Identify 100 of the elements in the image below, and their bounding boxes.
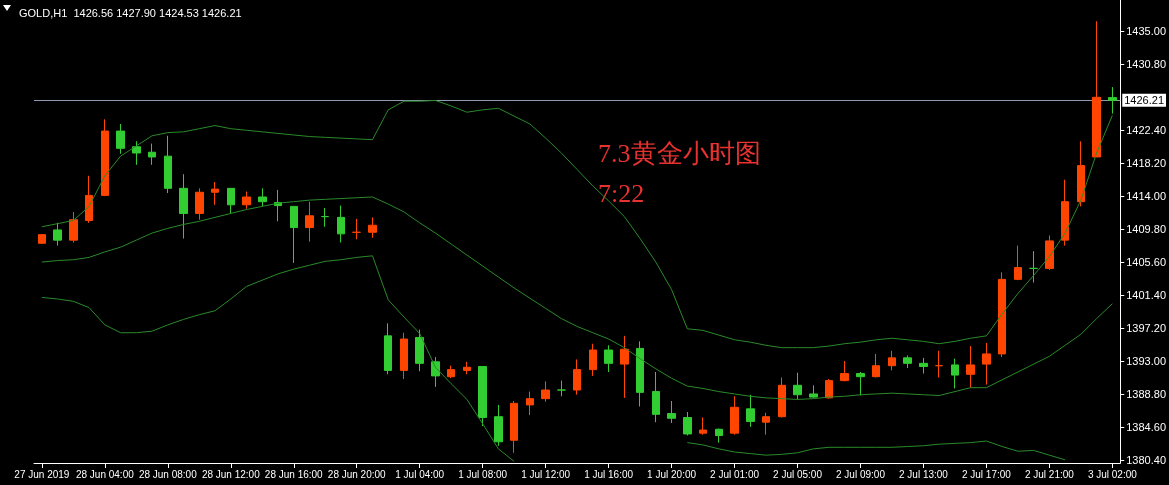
candlestick <box>478 365 487 427</box>
candlestick <box>290 205 298 264</box>
x-tick-label: 28 Jun 12:00 <box>201 468 261 480</box>
x-tick-label: 1 Jul 08:00 <box>458 468 508 480</box>
candlestick <box>352 218 361 240</box>
y-tick-label: 1430.80 <box>1126 58 1166 71</box>
candlestick <box>400 332 408 380</box>
candlestick <box>164 135 172 194</box>
x-tick-label: 2 Jul 05:00 <box>773 468 823 480</box>
candlestick <box>132 140 141 166</box>
candlestick <box>494 404 503 447</box>
x-tick-label: 28 Jun 04:00 <box>75 468 135 480</box>
x-tick-label: 2 Jul 17:00 <box>961 468 1012 480</box>
candlestick <box>195 187 204 221</box>
candlestick <box>888 350 896 371</box>
candlestick <box>1092 20 1101 158</box>
x-tick-label: 1 Jul 12:00 <box>521 468 571 480</box>
y-tick-label: 1418.20 <box>1126 157 1166 170</box>
line-series <box>41 99 1113 349</box>
x-tick-label: 2 Jul 09:00 <box>836 468 886 480</box>
x-tick-label: 27 Jun 2019 <box>14 468 70 480</box>
candlestick <box>573 358 581 396</box>
candlestick <box>636 340 644 407</box>
candlestick <box>604 344 613 373</box>
candlestick <box>227 187 235 214</box>
x-tick-label: 1 Jul 20:00 <box>647 468 697 480</box>
candlestick <box>1108 86 1117 115</box>
x-tick-label: 2 Jul 01:00 <box>710 468 760 480</box>
y-tick-label: 1409.80 <box>1126 223 1166 236</box>
candlestick <box>116 123 125 155</box>
candlestick <box>38 234 46 244</box>
candlestick <box>825 378 833 400</box>
y-tick-label: 1405.60 <box>1126 256 1166 269</box>
annotation: 7:22 <box>598 178 645 208</box>
x-tick-label: 1 Jul 16:00 <box>584 468 634 480</box>
y-tick-label: 1435.00 <box>1126 25 1166 38</box>
text: GOLD,H1 1426.56 1427.90 1424.53 1426.21 <box>19 6 242 19</box>
annotation: 7.3黄金小时图 <box>598 138 761 168</box>
x-tick-label: 1 Jul 04:00 <box>395 468 445 480</box>
y-tick-label: 1380.40 <box>1126 453 1166 466</box>
candlestick <box>793 372 802 400</box>
candlestick <box>730 395 739 436</box>
candlestick <box>998 271 1006 358</box>
x-tick-label: 3 Jul 02:00 <box>1087 468 1138 480</box>
candlestick <box>526 391 534 416</box>
candlestick <box>242 190 251 210</box>
x-tick-label: 2 Jul 13:00 <box>898 468 949 480</box>
candlestick <box>982 342 991 386</box>
candlestick <box>778 376 786 418</box>
y-tick-label: 1414.00 <box>1126 190 1166 203</box>
candlestick <box>589 343 597 377</box>
x-tick-label: 28 Jun 20:00 <box>327 468 387 480</box>
candlestick <box>258 187 267 207</box>
candlestick <box>211 181 219 206</box>
candlestick <box>966 345 975 389</box>
candlestick <box>935 350 943 378</box>
candlestick <box>746 394 755 428</box>
candlestick <box>1029 250 1038 284</box>
y-tick-label: 1388.80 <box>1126 387 1166 400</box>
candlestick <box>510 400 518 454</box>
x-tick-label: 28 Jun 08:00 <box>138 468 198 480</box>
candlestick <box>321 207 329 228</box>
candlestick <box>903 354 912 369</box>
candlestick <box>919 357 928 375</box>
candlestick <box>872 353 880 378</box>
y-tick-label: 1401.40 <box>1126 289 1166 302</box>
candlestick <box>1061 179 1069 247</box>
candlestick <box>384 322 392 375</box>
candlestick <box>951 358 959 389</box>
candlestick <box>415 329 424 372</box>
candlestick <box>337 205 345 243</box>
y-tick-label: 1393.00 <box>1126 354 1166 367</box>
candlestick <box>447 365 455 379</box>
candlestick <box>762 412 770 436</box>
candlestick <box>1077 140 1085 207</box>
candlestick <box>463 361 471 375</box>
candlestick <box>620 335 629 399</box>
candlestick <box>1045 234 1054 271</box>
candlestick <box>368 216 377 239</box>
ref-line-label: 1426.21 <box>1124 94 1164 107</box>
candlestick <box>53 222 62 247</box>
candlestick <box>652 371 660 423</box>
candlestick <box>148 143 156 166</box>
candlestick <box>715 427 723 444</box>
candlestick <box>179 173 188 240</box>
x-tick-label: 2 Jul 21:00 <box>1024 468 1075 480</box>
candlestick <box>69 211 78 243</box>
candlestick <box>667 400 676 424</box>
candlestick <box>305 201 314 243</box>
candlestick <box>809 384 818 399</box>
y-tick-label: 1384.60 <box>1126 420 1166 433</box>
candlestick <box>85 175 93 224</box>
candlestick <box>541 380 550 403</box>
y-tick-label: 1397.20 <box>1126 322 1166 335</box>
x-tick-label: 28 Jun 16:00 <box>264 468 324 480</box>
candlestick <box>856 371 865 397</box>
candlestick <box>1014 245 1022 281</box>
candlestick <box>840 360 849 382</box>
candlestick <box>683 411 692 437</box>
candlestick <box>699 416 707 436</box>
